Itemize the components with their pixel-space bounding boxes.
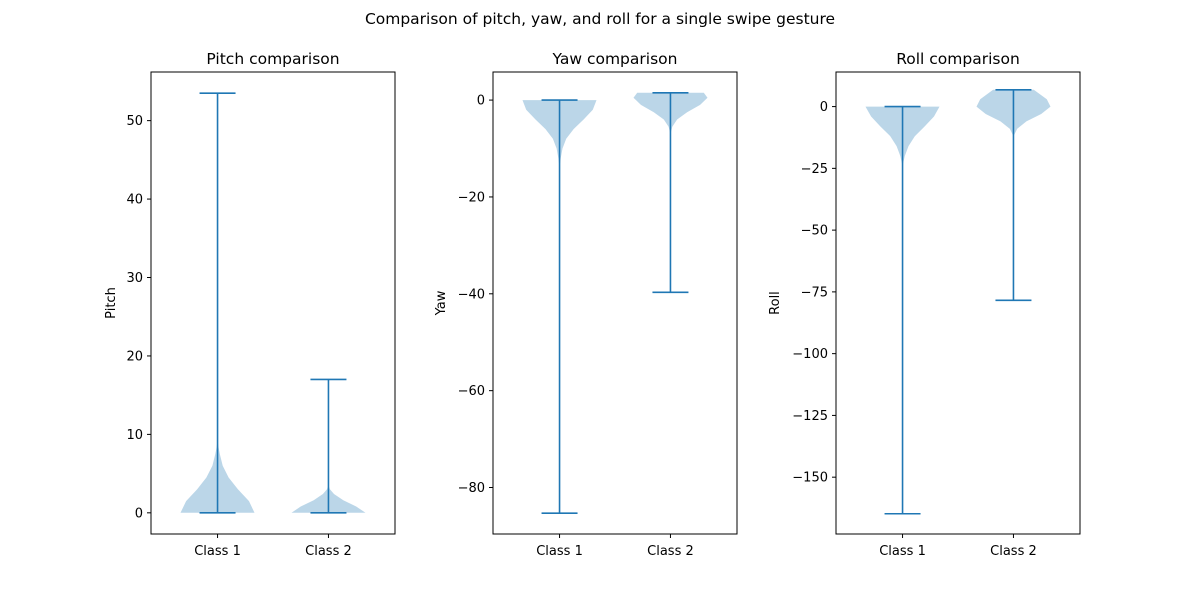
axes-frame [150,71,396,535]
y-tick-label: 20 [126,349,143,364]
y-tick-label: −20 [458,190,485,205]
y-tick-label: 50 [126,114,143,129]
y-tick-label: −25 [801,162,828,177]
y-tick-label: −60 [458,384,485,399]
y-tick-label: −100 [792,347,828,362]
subplot-title: Roll comparison [896,50,1020,68]
y-tick-label: −150 [792,471,828,486]
y-tick-label: 0 [135,506,143,521]
y-tick-label: −125 [792,409,828,424]
y-tick-label: 40 [126,193,143,208]
figure-suptitle: Comparison of pitch, yaw, and roll for a… [365,10,835,28]
y-tick-label: 0 [820,100,828,115]
x-tick-label: Class 2 [990,544,1037,559]
x-tick-label: Class 1 [536,544,583,559]
x-tick-label: Class 2 [647,544,694,559]
x-tick-label: Class 1 [879,544,926,559]
axes-frame [835,71,1081,535]
subplot-1: 0 10 20 30 40 50 Class 1 Class 2 Pitch compariso… [104,50,396,559]
x-tick-label: Class 1 [194,544,241,559]
axes-frame [492,71,738,535]
subplot-title: Yaw comparison [552,50,678,68]
y-tick-label: −80 [458,481,485,496]
y-axis-label: Yaw [434,290,449,316]
y-tick-label: 30 [126,271,143,286]
y-axis-label: Roll [768,291,783,315]
subplot-title: Pitch comparison [206,50,339,68]
y-tick-label: −75 [801,285,828,300]
y-tick-label: −50 [801,224,828,239]
y-tick-label: 10 [126,428,143,443]
y-tick-label: −40 [458,287,485,302]
subplot-2: −80 −60 −40 −20 0 Class 1 Class 2 Yaw compariso… [434,50,738,559]
x-tick-label: Class 2 [305,544,352,559]
subplot-3: −150 −125 −100 −75 −50 −25 0 Class 1 Class 2 Roll… [768,50,1081,559]
y-tick-label: 0 [477,94,485,109]
y-axis-label: Pitch [104,287,119,319]
